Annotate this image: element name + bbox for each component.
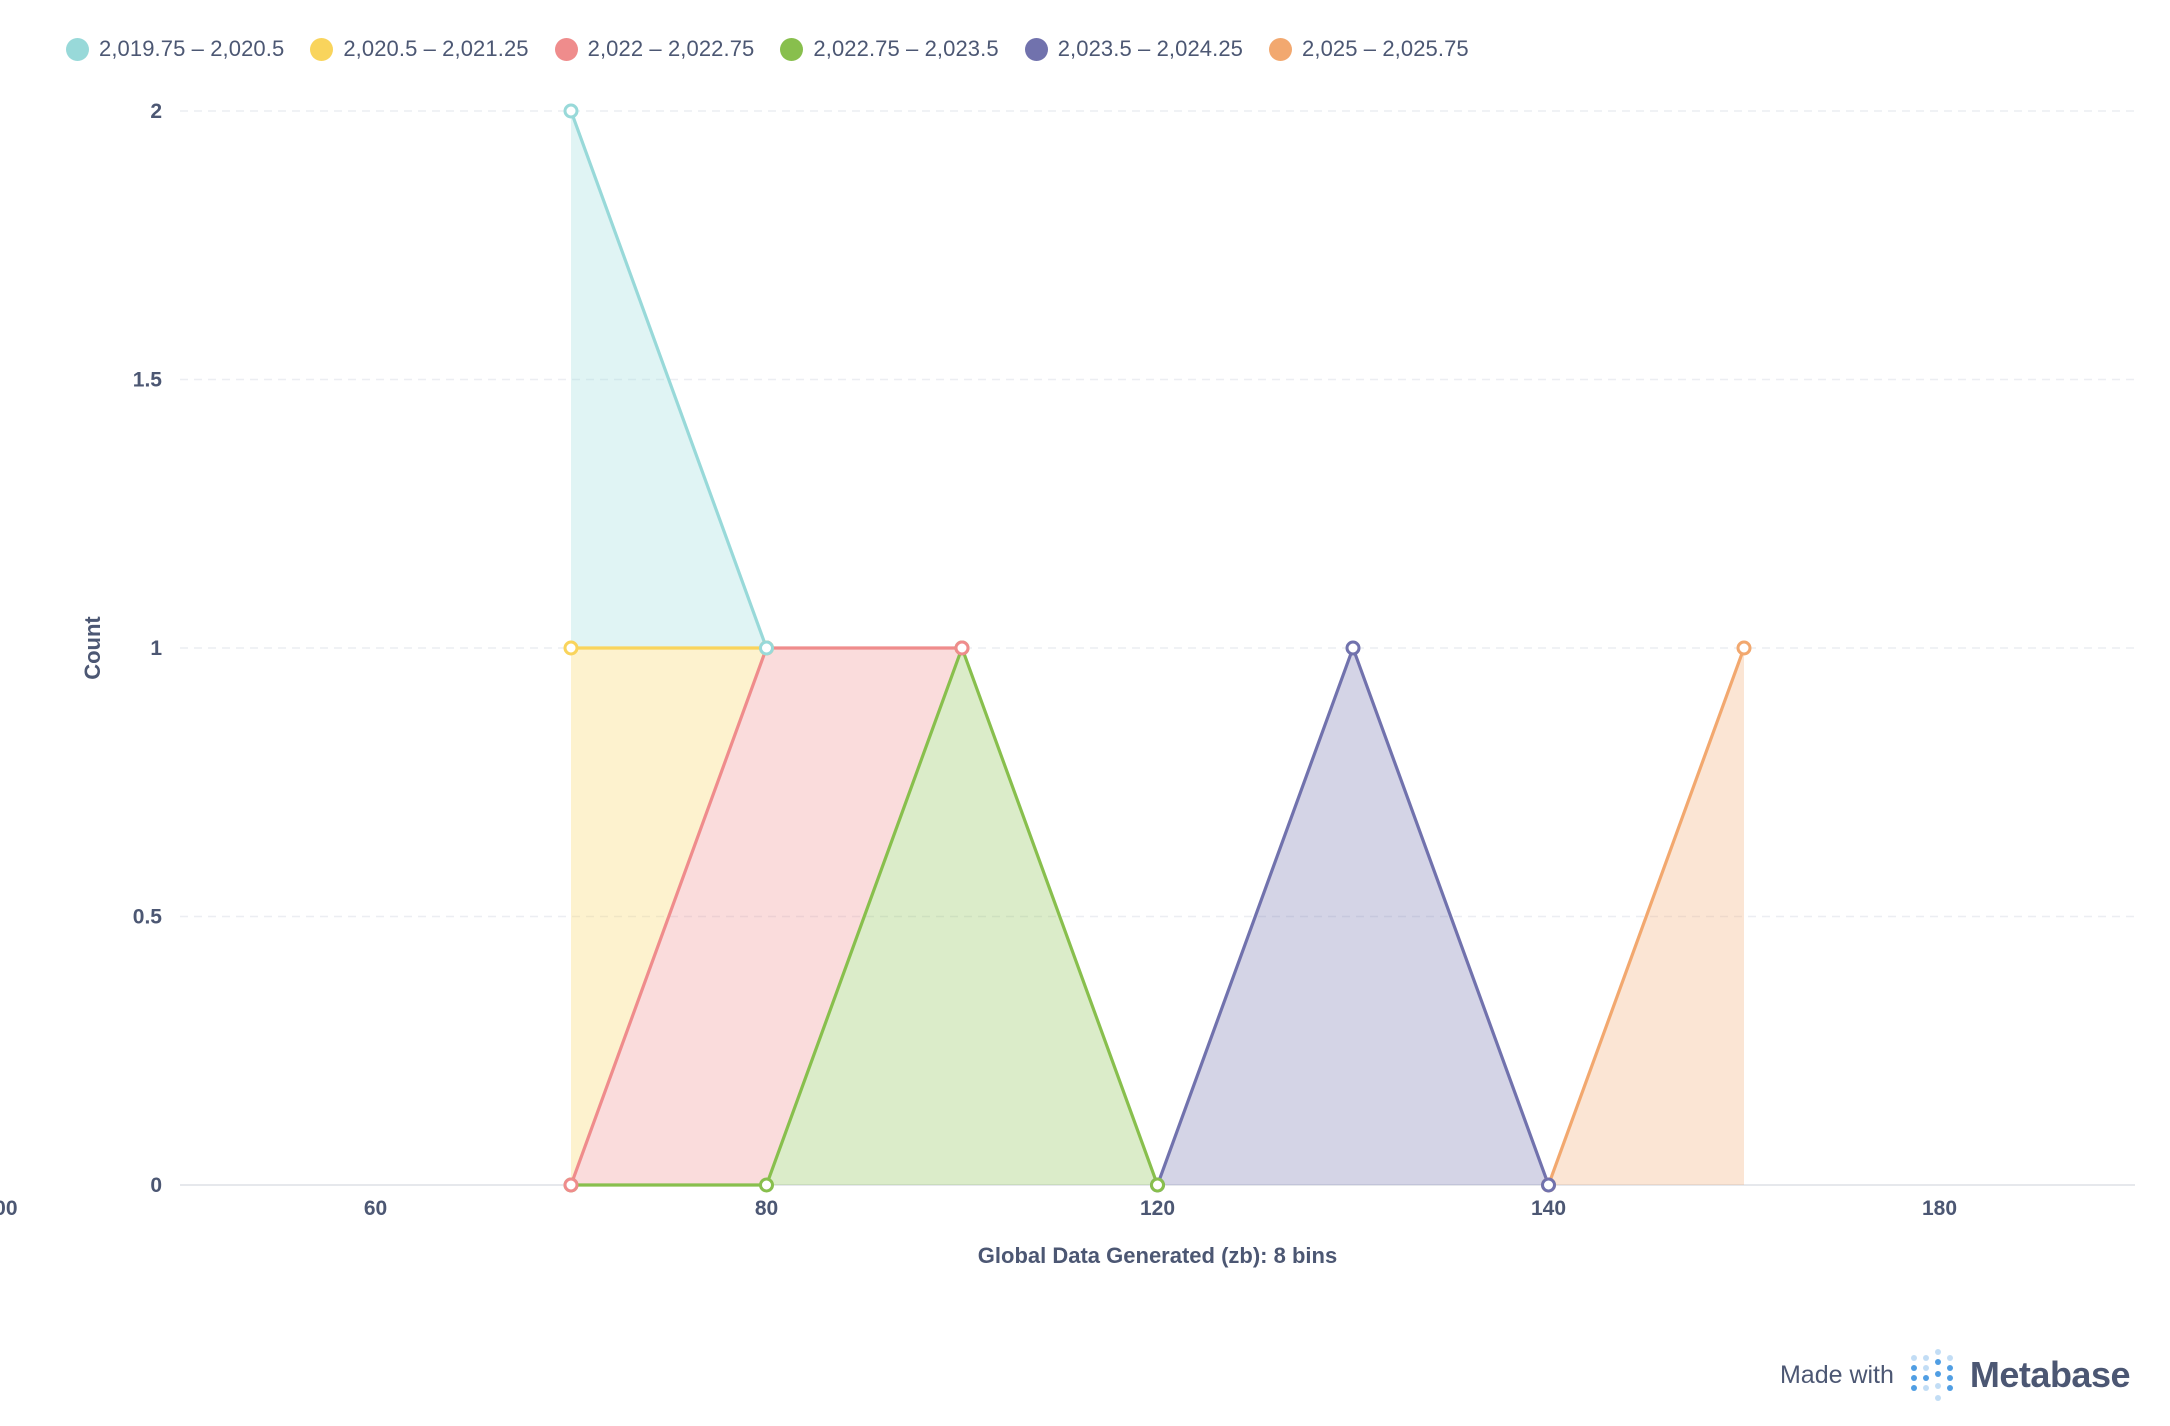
x-tick-label: 120 [1140, 1197, 1175, 1220]
y-tick-label: 0.5 [133, 906, 163, 929]
legend-swatch [554, 37, 578, 61]
data-point-series-2 [1150, 1177, 1165, 1193]
legend-swatch [310, 37, 334, 61]
series-line-2 [571, 646, 1160, 1187]
series-line-5 [569, 110, 769, 649]
data-point-series-0 [1736, 640, 1752, 656]
x-tick-label: 80 [755, 1197, 778, 1220]
data-point-series-3 [563, 1177, 579, 1193]
x-tick-label: 200 [0, 1197, 18, 1220]
x-tick-label: 140 [1531, 1197, 1566, 1220]
y-tick-label: 1 [150, 637, 162, 660]
legend-swatch [66, 37, 89, 61]
data-point-series-5 [759, 640, 774, 656]
area-fill-series-3 [571, 648, 962, 1185]
data-point-series-5 [563, 103, 579, 119]
made-with-label: Made with [1779, 1360, 1894, 1389]
data-point-series-4 [563, 640, 579, 656]
legend-label: 2,020.5 – 2,021.25 [343, 36, 529, 61]
series-line-0 [1546, 647, 1746, 1186]
y-tick-label: 1.5 [133, 369, 163, 392]
x-axis-title: Global Data Generated (zb): 8 bins [978, 1243, 1337, 1268]
data-point-series-3 [954, 640, 970, 656]
legend-label: 2,023.5 – 2,024.25 [1057, 36, 1244, 61]
y-axis-title: Count [80, 616, 105, 680]
chart-legend: 2,019.75 – 2,020.5 2,020.5 – 2,021.25 2,02… [66, 36, 1469, 62]
metabase-logo-icon [1910, 1349, 1953, 1401]
legend-swatch [780, 37, 804, 61]
metabase-footer: Made with Metabase [1779, 1348, 2131, 1402]
y-tick-label: 0 [150, 1174, 162, 1197]
data-point-series-1 [1541, 1177, 1556, 1193]
legend-swatch [1269, 37, 1293, 61]
x-tick-label: 180 [1922, 1197, 1957, 1220]
data-point-series-2 [759, 1177, 774, 1193]
legend-label: 2,019.75 – 2,020.5 [99, 36, 285, 61]
legend-item[interactable]: 2,022 – 2,022.75 [554, 36, 755, 62]
data-point-series-1 [1345, 640, 1361, 656]
legend-label: 2,022.75 – 2,023.5 [813, 36, 999, 61]
legend-label: 2,022 – 2,022.75 [587, 36, 755, 61]
area-fill-series-1 [1157, 648, 1549, 1185]
legend-item[interactable]: 2,020.5 – 2,021.25 [310, 36, 529, 62]
metabase-brand: Metabase [1969, 1354, 2131, 1395]
legend-item[interactable]: 2,019.75 – 2,020.5 [66, 36, 284, 62]
x-tick-label: 60 [364, 1197, 387, 1220]
legend-item[interactable]: 2,025 – 2,025.75 [1269, 36, 1469, 62]
legend-label: 2,025 – 2,025.75 [1302, 36, 1469, 61]
legend-swatch [1024, 37, 1048, 61]
y-tick-label: 2 [150, 100, 162, 123]
legend-item[interactable]: 2,023.5 – 2,024.25 [1024, 36, 1244, 62]
legend-item[interactable]: 2,022.75 – 2,023.5 [780, 36, 999, 62]
